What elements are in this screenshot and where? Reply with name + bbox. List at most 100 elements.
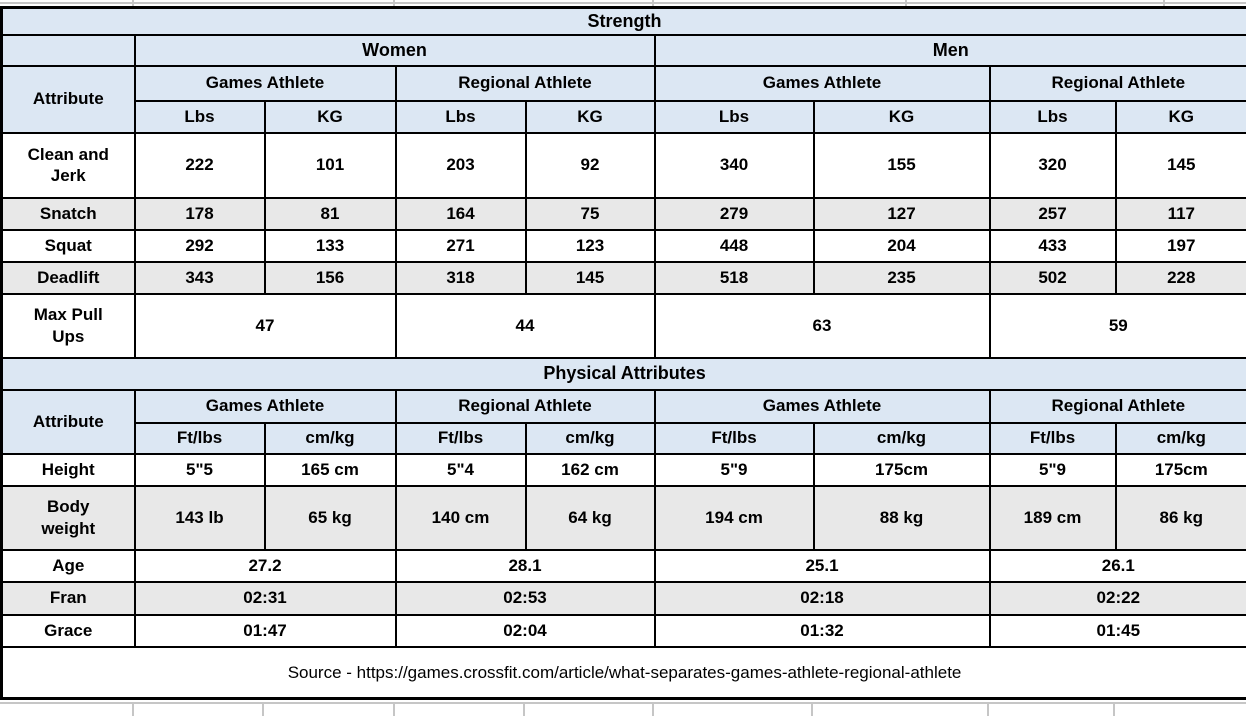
table-row-snatch: Snatch 178 81 164 75 279 127 257 117 (0, 196, 1246, 231)
value-cell: 502 (988, 260, 1117, 295)
value-cell: 92 (524, 131, 656, 199)
unit-header: Lbs (988, 99, 1117, 134)
strength-section-title-row: Strength (0, 6, 1246, 36)
value-cell: 133 (263, 228, 397, 263)
value-cell: 44 (394, 292, 656, 359)
gridline (1163, 0, 1165, 6)
value-cell: 01:32 (653, 613, 991, 648)
gridline (652, 704, 654, 716)
athlete-type-header: Regional Athlete (988, 388, 1246, 424)
value-cell: 433 (988, 228, 1117, 263)
athlete-type-header: Games Athlete (653, 64, 991, 102)
row-label: Body weight (0, 484, 136, 551)
value-cell: 02:04 (394, 613, 656, 648)
value-cell: 189 cm (988, 484, 1117, 551)
unit-header: Ft/lbs (133, 421, 266, 455)
value-cell: 5"5 (133, 452, 266, 487)
value-cell: 63 (653, 292, 991, 359)
table-row-age: Age 27.2 28.1 25.1 26.1 (0, 548, 1246, 583)
athlete-type-header: Games Athlete (653, 388, 991, 424)
value-cell: 203 (394, 131, 527, 199)
row-label: Grace (0, 613, 136, 648)
gender-header-row: Women Men (0, 33, 1246, 67)
gridline (987, 704, 989, 716)
value-cell: 340 (653, 131, 815, 199)
women-group-header: Women (133, 33, 656, 67)
gridline (0, 702, 1246, 704)
row-label: Fran (0, 580, 136, 616)
row-label: Clean and Jerk (0, 131, 136, 199)
value-cell: 343 (133, 260, 266, 295)
table-row-grace: Grace 01:47 02:04 01:32 01:45 (0, 613, 1246, 648)
gridline (393, 0, 395, 6)
athlete-type-header: Regional Athlete (394, 388, 656, 424)
value-cell: 222 (133, 131, 266, 199)
value-cell: 81 (263, 196, 397, 231)
unit-header: Lbs (394, 99, 527, 134)
unit-header: Ft/lbs (988, 421, 1117, 455)
value-cell: 117 (1114, 196, 1246, 231)
value-cell: 155 (812, 131, 991, 199)
athlete-type-header-row: Attribute Games Athlete Regional Athlete… (0, 64, 1246, 134)
value-cell: 02:31 (133, 580, 397, 616)
gridline (262, 704, 264, 716)
value-cell: 140 cm (394, 484, 527, 551)
value-cell: 448 (653, 228, 815, 263)
source-row: Source - https://games.crossfit.com/arti… (0, 645, 1246, 700)
value-cell: 271 (394, 228, 527, 263)
athlete-type-header: Regional Athlete (394, 64, 656, 102)
value-cell: 162 cm (524, 452, 656, 487)
value-cell: 59 (988, 292, 1246, 359)
athlete-comparison-table: Strength Women Men Attribute Games Athle… (0, 6, 1246, 700)
value-cell: 228 (1114, 260, 1246, 295)
value-cell: 65 kg (263, 484, 397, 551)
table-row-deadlift: Deadlift 343 156 318 145 518 235 502 228 (0, 260, 1246, 295)
value-cell: 01:45 (988, 613, 1246, 648)
gridline (811, 704, 813, 716)
attribute-column-header: Attribute (0, 64, 136, 134)
value-cell: 47 (133, 292, 397, 359)
value-cell: 86 kg (1114, 484, 1246, 551)
gridline (132, 0, 134, 6)
value-cell: 02:18 (653, 580, 991, 616)
value-cell: 279 (653, 196, 815, 231)
gridline (1113, 704, 1115, 716)
men-group-header: Men (653, 33, 1246, 67)
value-cell: 257 (988, 196, 1117, 231)
units-header-row: Lbs KG Lbs KG Lbs KG Lbs KG (2, 99, 1246, 134)
unit-header: cm/kg (1114, 421, 1246, 455)
physical-section-title-row: Physical Attributes (0, 356, 1246, 391)
gridline (0, 2, 1246, 4)
value-cell: 156 (263, 260, 397, 295)
gridline (652, 0, 654, 6)
row-label: Max Pull Ups (0, 292, 136, 359)
unit-header: cm/kg (812, 421, 991, 455)
strength-section-title: Strength (0, 6, 1246, 36)
physical-section-title: Physical Attributes (0, 356, 1246, 391)
row-label: Height (0, 452, 136, 487)
value-cell: 123 (524, 228, 656, 263)
athlete-type-header: Regional Athlete (988, 64, 1246, 102)
athlete-type-header: Games Athlete (133, 388, 397, 424)
value-cell: 320 (988, 131, 1117, 199)
value-cell: 5"9 (653, 452, 815, 487)
value-cell: 88 kg (812, 484, 991, 551)
value-cell: 02:53 (394, 580, 656, 616)
value-cell: 01:47 (133, 613, 397, 648)
unit-header: KG (1114, 99, 1246, 134)
value-cell: 194 cm (653, 484, 815, 551)
unit-header: Lbs (653, 99, 815, 134)
unit-header: KG (524, 99, 656, 134)
table-row-fran: Fran 02:31 02:53 02:18 02:22 (0, 580, 1246, 616)
unit-header: KG (812, 99, 991, 134)
value-cell: 318 (394, 260, 527, 295)
athlete-type-header-row: Attribute Games Athlete Regional Athlete… (0, 388, 1246, 455)
value-cell: 127 (812, 196, 991, 231)
value-cell: 235 (812, 260, 991, 295)
value-cell: 5"9 (988, 452, 1117, 487)
value-cell: 75 (524, 196, 656, 231)
table-row-body-weight: Body weight 143 lb 65 kg 140 cm 64 kg 19… (0, 484, 1246, 551)
gridline (132, 704, 134, 716)
unit-header: Ft/lbs (653, 421, 815, 455)
